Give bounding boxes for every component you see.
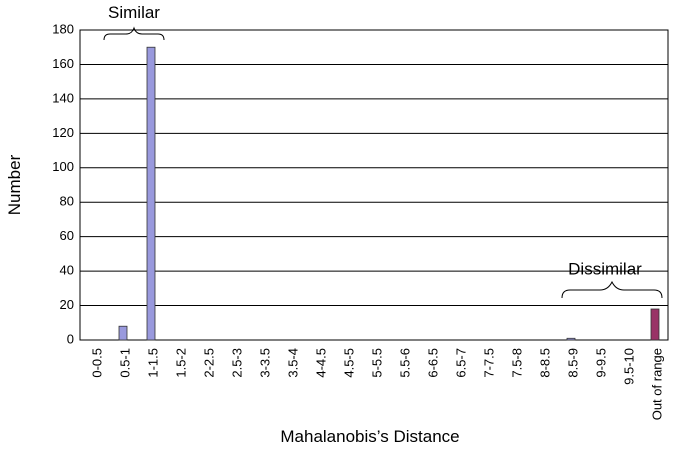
y-tick-label: 60 bbox=[60, 228, 74, 243]
similar-brace bbox=[103, 26, 165, 41]
x-tick-label: 2.5-3 bbox=[229, 348, 244, 378]
y-tick-label: 80 bbox=[60, 194, 74, 209]
x-tick-label: 8-8.5 bbox=[537, 348, 552, 378]
x-tick-label: 2-2.5 bbox=[201, 348, 216, 378]
bar bbox=[566, 337, 576, 341]
x-tick-label: 0.5-1 bbox=[117, 348, 132, 378]
x-tick-label: 9.5-10 bbox=[621, 348, 636, 385]
bar bbox=[650, 308, 660, 341]
x-tick-label: 5.5-6 bbox=[397, 348, 412, 378]
x-tick-label: 1.5-2 bbox=[173, 348, 188, 378]
x-tick-label: 7.5-8 bbox=[509, 348, 524, 378]
x-axis-label: Mahalanobis’s Distance bbox=[280, 427, 459, 446]
x-tick-label: 6.5-7 bbox=[453, 348, 468, 378]
y-tick-label: 120 bbox=[52, 125, 74, 140]
dissimilar-brace bbox=[561, 280, 663, 299]
x-tick-label: 6-6.5 bbox=[425, 348, 440, 378]
x-tick-label: 0-0.5 bbox=[89, 348, 104, 378]
y-tick-label: 20 bbox=[60, 297, 74, 312]
y-axis-label: Number bbox=[5, 154, 24, 215]
x-tick-label: Out of range bbox=[649, 348, 664, 420]
annotation: Similar bbox=[108, 3, 160, 22]
x-tick-label: 4-4.5 bbox=[313, 348, 328, 378]
x-tick-label: 5-5.5 bbox=[369, 348, 384, 378]
y-tick-label: 160 bbox=[52, 56, 74, 71]
y-tick-label: 40 bbox=[60, 263, 74, 278]
y-tick-label: 140 bbox=[52, 90, 74, 105]
y-tick-label: 100 bbox=[52, 159, 74, 174]
bar bbox=[146, 46, 156, 341]
x-tick-label: 3.5-4 bbox=[285, 348, 300, 378]
x-tick-label: 9-9.5 bbox=[593, 348, 608, 378]
bar bbox=[118, 325, 128, 341]
y-tick-label: 0 bbox=[67, 331, 74, 346]
plot-area bbox=[79, 29, 669, 341]
x-tick-label: 4.5-5 bbox=[341, 348, 356, 378]
x-tick-label: 7-7.5 bbox=[481, 348, 496, 378]
annotation: Dissimilar bbox=[568, 259, 642, 278]
label-bg bbox=[556, 259, 654, 281]
x-tick-label: 3-3.5 bbox=[257, 348, 272, 378]
x-tick-label: 1-1.5 bbox=[145, 348, 160, 378]
y-tick-label: 180 bbox=[52, 21, 74, 36]
x-tick-label: 8.5-9 bbox=[565, 348, 580, 378]
